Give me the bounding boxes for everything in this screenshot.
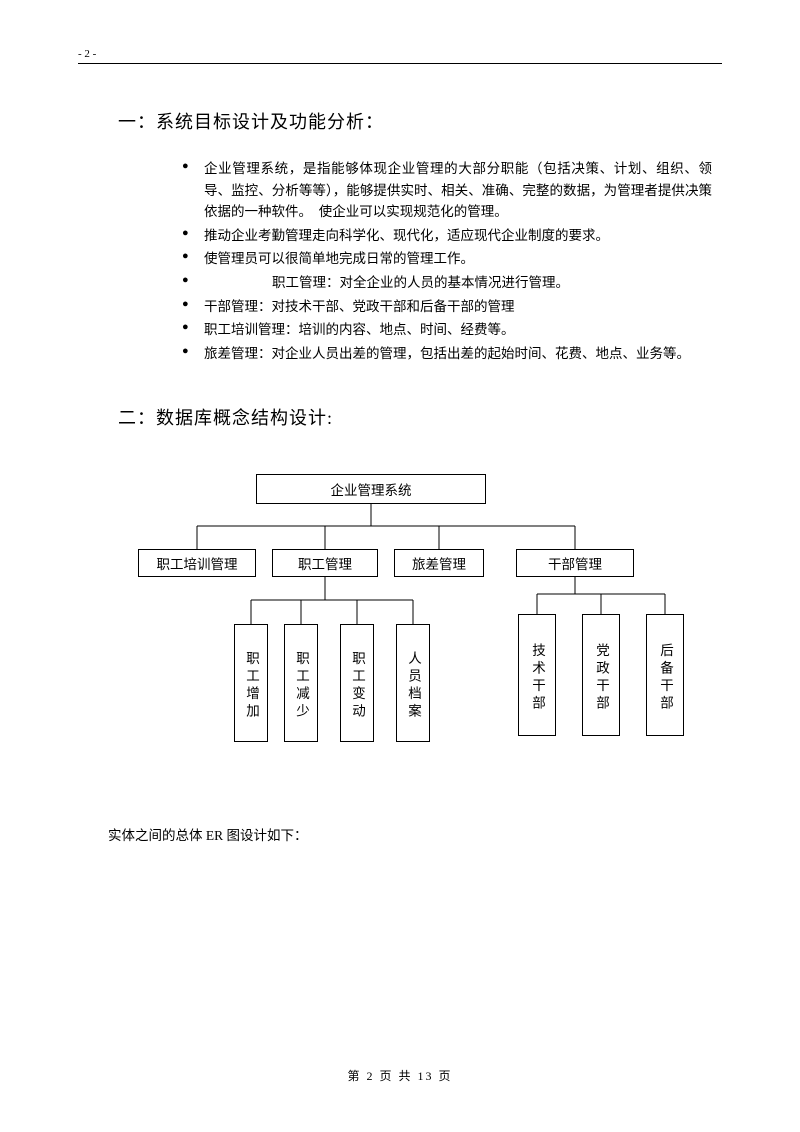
- node-label: 技术干部: [527, 643, 547, 713]
- bullet-item: 旅差管理：对企业人员出差的管理，包括出差的起始时间、花费、地点、业务等。: [182, 343, 712, 365]
- bullet-text: 旅差管理：对企业人员出差的管理，包括出差的起始时间、花费、地点、业务等。: [204, 346, 690, 361]
- bullet-text: 干部管理：对技术干部、党政干部和后备干部的管理: [204, 299, 515, 314]
- node-label: 职工变动: [347, 651, 367, 721]
- bullet-text: 推动企业考勤管理走向科学化、现代化，适应现代企业制度的要求。: [204, 228, 609, 243]
- page-number-top: - 2 -: [78, 48, 96, 60]
- footer-text: 第 2 页 共 13 页: [347, 1069, 452, 1083]
- bullet-text: 企业管理系统，是指能够体现企业管理的大部分职能（包括决策、计划、组织、领导、监控…: [204, 161, 712, 219]
- page-footer: 第 2 页 共 13 页: [0, 1067, 800, 1084]
- node-root: 企业管理系统: [256, 474, 486, 504]
- er-caption: 实体之间的总体 ER 图设计如下：: [108, 824, 722, 844]
- section2-title: 二：数据库概念结构设计:: [118, 404, 722, 430]
- node-l2-staff: 职工管理: [272, 549, 378, 577]
- node-label: 企业管理系统: [331, 479, 412, 499]
- node-label: 职工增加: [241, 651, 261, 721]
- node-l3-reserve: 后备干部: [646, 614, 684, 736]
- node-l3-party: 党政干部: [582, 614, 620, 736]
- bullet-item: 职工管理：对全企业的人员的基本情况进行管理。: [182, 272, 712, 294]
- node-l3-change: 职工变动: [340, 624, 374, 742]
- node-label: 后备干部: [655, 643, 675, 713]
- page-header: - 2 -: [78, 48, 722, 64]
- bullet-item: 使管理员可以很简单地完成日常的管理工作。: [182, 248, 712, 270]
- node-l3-add: 职工增加: [234, 624, 268, 742]
- content: 一：系统目标设计及功能分析： 企业管理系统，是指能够体现企业管理的大部分职能（包…: [118, 108, 722, 844]
- bullet-text: 使管理员可以很简单地完成日常的管理工作。: [204, 251, 474, 266]
- bullet-item: 职工培训管理：培训的内容、地点、时间、经费等。: [182, 319, 712, 341]
- node-label: 旅差管理: [412, 553, 466, 573]
- bullet-item: 推动企业考勤管理走向科学化、现代化，适应现代企业制度的要求。: [182, 225, 712, 247]
- bullet-list: 企业管理系统，是指能够体现企业管理的大部分职能（包括决策、计划、组织、领导、监控…: [182, 158, 712, 364]
- bullet-item: 企业管理系统，是指能够体现企业管理的大部分职能（包括决策、计划、组织、领导、监控…: [182, 158, 712, 223]
- section1-title: 一：系统目标设计及功能分析：: [118, 108, 722, 134]
- node-label: 职工培训管理: [157, 553, 238, 573]
- node-l2-cadre: 干部管理: [516, 549, 634, 577]
- bullet-text: 职工管理：对全企业的人员的基本情况进行管理。: [272, 275, 569, 290]
- node-label: 职工减少: [291, 651, 311, 721]
- node-l2-training: 职工培训管理: [138, 549, 256, 577]
- node-l3-tech: 技术干部: [518, 614, 556, 736]
- node-l3-archive: 人员档案: [396, 624, 430, 742]
- node-label: 人员档案: [403, 651, 423, 721]
- bullet-text: 职工培训管理：培训的内容、地点、时间、经费等。: [204, 322, 515, 337]
- node-label: 党政干部: [591, 643, 611, 713]
- node-l3-reduce: 职工减少: [284, 624, 318, 742]
- node-label: 职工管理: [298, 553, 352, 573]
- node-l2-travel: 旅差管理: [394, 549, 484, 577]
- bullet-item: 干部管理：对技术干部、党政干部和后备干部的管理: [182, 296, 712, 318]
- org-diagram: 企业管理系统 职工培训管理 职工管理 旅差管理 干部管理 职工增加 职工减少 职…: [138, 474, 698, 804]
- node-label: 干部管理: [548, 553, 602, 573]
